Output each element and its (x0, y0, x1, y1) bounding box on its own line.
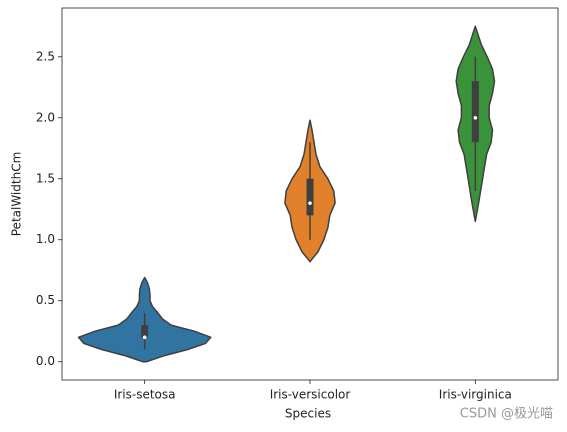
median-dot (142, 335, 147, 340)
y-tick-label: 0.0 (36, 354, 55, 368)
y-tick-label: 1.0 (36, 232, 55, 246)
y-tick-label: 2.0 (36, 110, 55, 124)
y-tick-label: 2.5 (36, 49, 55, 63)
x-tick-label: Iris-virginica (439, 388, 512, 402)
y-tick-label: 0.5 (36, 293, 55, 307)
median-dot (308, 201, 312, 205)
watermark: CSDN @极光喵 (460, 407, 553, 422)
x-axis-label: Species (285, 407, 331, 421)
iqr-box (141, 325, 149, 338)
y-axis-label: PetalWidthCm (10, 152, 24, 237)
x-tick-label: Iris-setosa (114, 388, 176, 402)
iqr-box (306, 178, 314, 216)
iqr-box (471, 81, 479, 143)
median-dot (473, 115, 478, 120)
x-tick-label: Iris-versicolor (270, 388, 351, 402)
y-tick-label: 1.5 (36, 171, 55, 185)
